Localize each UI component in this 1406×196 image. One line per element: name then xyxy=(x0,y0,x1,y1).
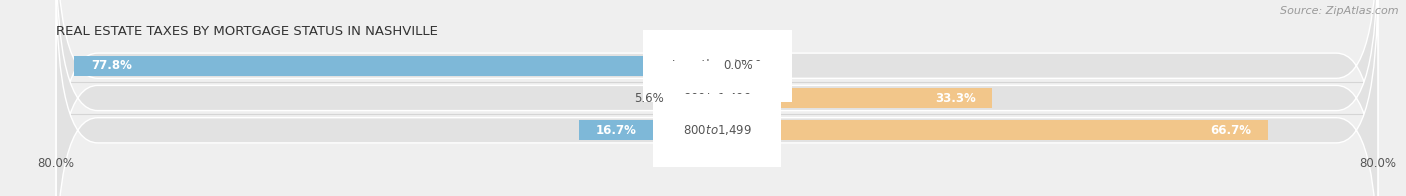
Bar xyxy=(717,120,1268,140)
FancyBboxPatch shape xyxy=(56,0,1378,196)
Text: 5.6%: 5.6% xyxy=(634,92,664,104)
Text: Less than $800: Less than $800 xyxy=(672,59,762,72)
Text: 16.7%: 16.7% xyxy=(596,124,637,137)
Legend: Without Mortgage, With Mortgage: Without Mortgage, With Mortgage xyxy=(588,193,846,196)
Text: Source: ZipAtlas.com: Source: ZipAtlas.com xyxy=(1281,6,1399,16)
Bar xyxy=(717,88,993,108)
Text: 77.8%: 77.8% xyxy=(91,59,132,72)
Text: 33.3%: 33.3% xyxy=(935,92,976,104)
FancyBboxPatch shape xyxy=(56,0,1378,196)
Bar xyxy=(75,56,717,76)
Text: $800 to $1,499: $800 to $1,499 xyxy=(682,123,752,137)
Text: REAL ESTATE TAXES BY MORTGAGE STATUS IN NASHVILLE: REAL ESTATE TAXES BY MORTGAGE STATUS IN … xyxy=(56,25,439,38)
Bar xyxy=(579,120,717,140)
Bar xyxy=(671,88,717,108)
FancyBboxPatch shape xyxy=(56,0,1378,196)
Text: 66.7%: 66.7% xyxy=(1211,124,1251,137)
Text: $800 to $1,499: $800 to $1,499 xyxy=(682,91,752,105)
Text: 0.0%: 0.0% xyxy=(724,59,754,72)
